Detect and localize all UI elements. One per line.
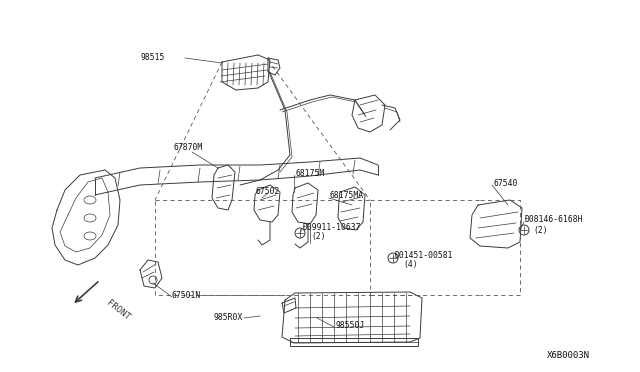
Text: (4): (4) xyxy=(403,260,418,269)
Text: 67870M: 67870M xyxy=(173,144,202,153)
Text: 67502: 67502 xyxy=(255,187,280,196)
Text: 985R0X: 985R0X xyxy=(214,314,243,323)
Text: FRONT: FRONT xyxy=(105,298,132,322)
Text: 68175MA: 68175MA xyxy=(330,192,364,201)
Text: 98515: 98515 xyxy=(141,54,165,62)
Text: (2): (2) xyxy=(533,225,548,234)
Text: (2): (2) xyxy=(311,232,326,241)
Text: Ð01451-00581: Ð01451-00581 xyxy=(395,250,454,260)
Text: Ð08146-6168H: Ð08146-6168H xyxy=(525,215,584,224)
Text: X6B0003N: X6B0003N xyxy=(547,351,590,360)
Text: 98550J: 98550J xyxy=(335,321,364,330)
Text: 68175M: 68175M xyxy=(295,169,324,177)
Text: 67540: 67540 xyxy=(493,179,517,187)
Text: Ð09911-10637: Ð09911-10637 xyxy=(303,222,362,231)
Text: 67501N: 67501N xyxy=(172,291,201,299)
